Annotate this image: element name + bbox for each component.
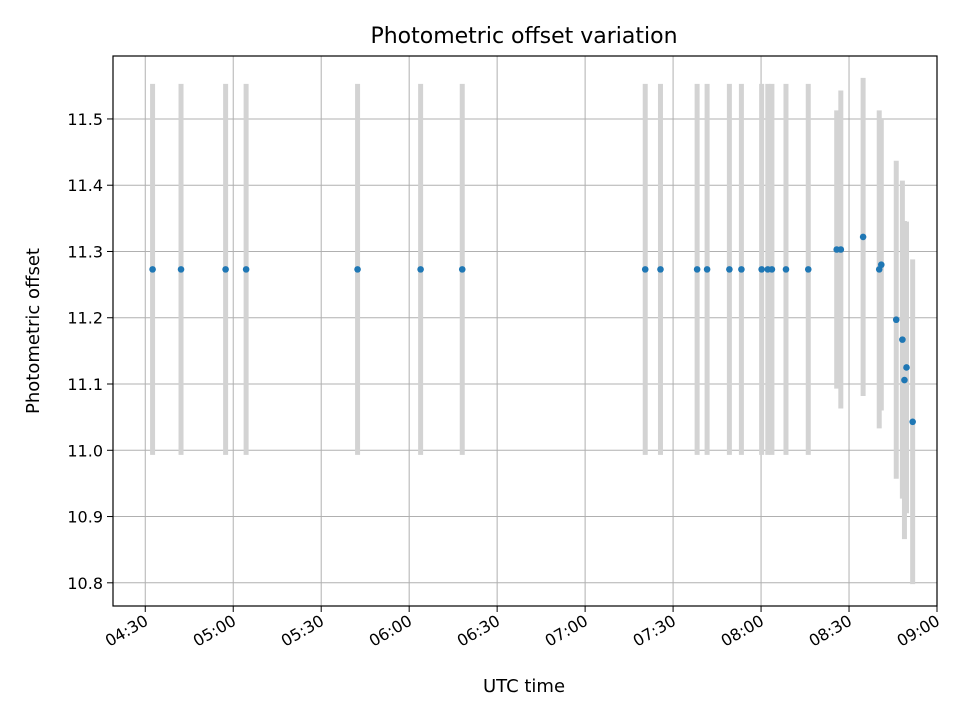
data-point (703, 266, 711, 273)
data-point (892, 316, 900, 324)
data-point (768, 266, 776, 273)
data-point (837, 246, 845, 253)
x-tick-label: 05:30 (278, 611, 327, 651)
y-axis-label: Photometric offset (23, 248, 44, 414)
y-tick-label: 10.8 (67, 574, 103, 593)
data-point (177, 266, 185, 273)
x-tick-label: 05:00 (190, 611, 239, 651)
chart-title: Photometric offset variation (370, 24, 677, 49)
data-point (693, 266, 701, 273)
x-tick-label: 07:30 (630, 611, 679, 651)
data-point (859, 233, 867, 241)
data-point (222, 266, 229, 273)
data-point (782, 266, 790, 273)
y-tick-label: 11.3 (67, 242, 103, 261)
data-point (458, 266, 466, 273)
data-point (657, 266, 664, 273)
y-tick-label: 11.1 (67, 375, 103, 394)
gridlines (113, 56, 938, 606)
x-tick-label: 06:00 (366, 611, 415, 651)
data-point (909, 418, 916, 426)
data-point (726, 266, 733, 273)
plot-frame (112, 55, 938, 607)
data-point (738, 266, 745, 273)
data-point (758, 266, 765, 273)
data-point (354, 266, 361, 273)
data-point (242, 266, 250, 273)
x-tick-label: 07:00 (542, 611, 591, 651)
x-tick-label: 09:00 (894, 611, 943, 651)
x-tick-label: 06:30 (454, 611, 503, 651)
x-tick-label: 08:30 (806, 611, 855, 651)
data-point (641, 266, 649, 273)
y-tick-label: 11.2 (67, 309, 103, 328)
data-points (149, 233, 916, 426)
error-bars (150, 77, 916, 585)
y-tick-label: 11.4 (67, 176, 103, 195)
x-axis-ticks: 04:30 05:00 05:30 06:00 06:30 07:00 07:30 08:00… (102, 606, 943, 651)
data-point (417, 266, 424, 273)
data-point (903, 364, 910, 371)
y-tick-label: 11.0 (67, 441, 103, 460)
data-point (804, 266, 812, 273)
x-tick-label: 08:00 (718, 611, 767, 651)
y-tick-label: 11.5 (67, 110, 103, 129)
y-axis-ticks: 10.8 10.9 11.0 11.1 11.2 11.3 11.4 11.5 (67, 110, 113, 593)
data-point (899, 336, 906, 343)
y-tick-label: 10.9 (67, 508, 103, 527)
x-axis-label: UTC time (483, 676, 565, 697)
x-tick-label: 04:30 (102, 611, 151, 651)
data-point (149, 266, 156, 273)
data-point (901, 376, 908, 384)
data-point (877, 261, 885, 269)
